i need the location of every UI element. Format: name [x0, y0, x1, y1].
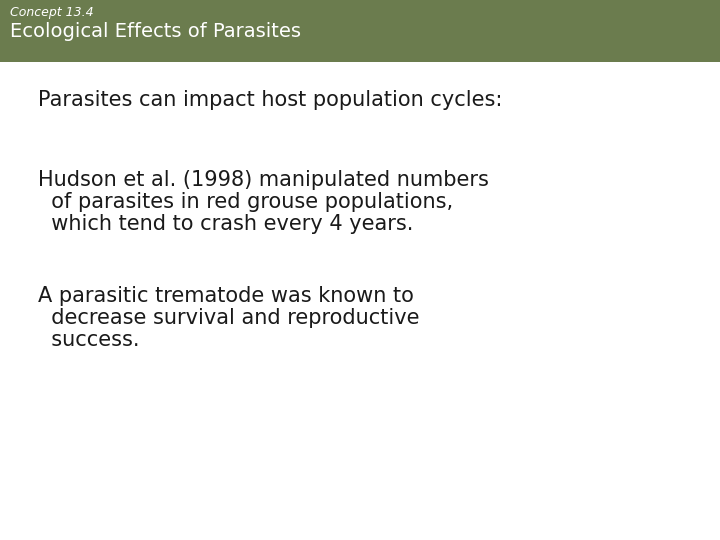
Text: Ecological Effects of Parasites: Ecological Effects of Parasites: [10, 22, 301, 41]
Text: which tend to crash every 4 years.: which tend to crash every 4 years.: [38, 214, 413, 234]
Text: decrease survival and reproductive: decrease survival and reproductive: [38, 308, 420, 328]
Text: Hudson et al. (1998) manipulated numbers: Hudson et al. (1998) manipulated numbers: [38, 170, 489, 190]
Bar: [0, 0, 720, 62]
Text: Concept 13.4: Concept 13.4: [10, 6, 94, 19]
Text: A parasitic trematode was known to: A parasitic trematode was known to: [38, 286, 414, 306]
Text: of parasites in red grouse populations,: of parasites in red grouse populations,: [38, 192, 453, 212]
Text: success.: success.: [38, 330, 140, 350]
Text: Parasites can impact host population cycles:: Parasites can impact host population cyc…: [38, 90, 503, 110]
